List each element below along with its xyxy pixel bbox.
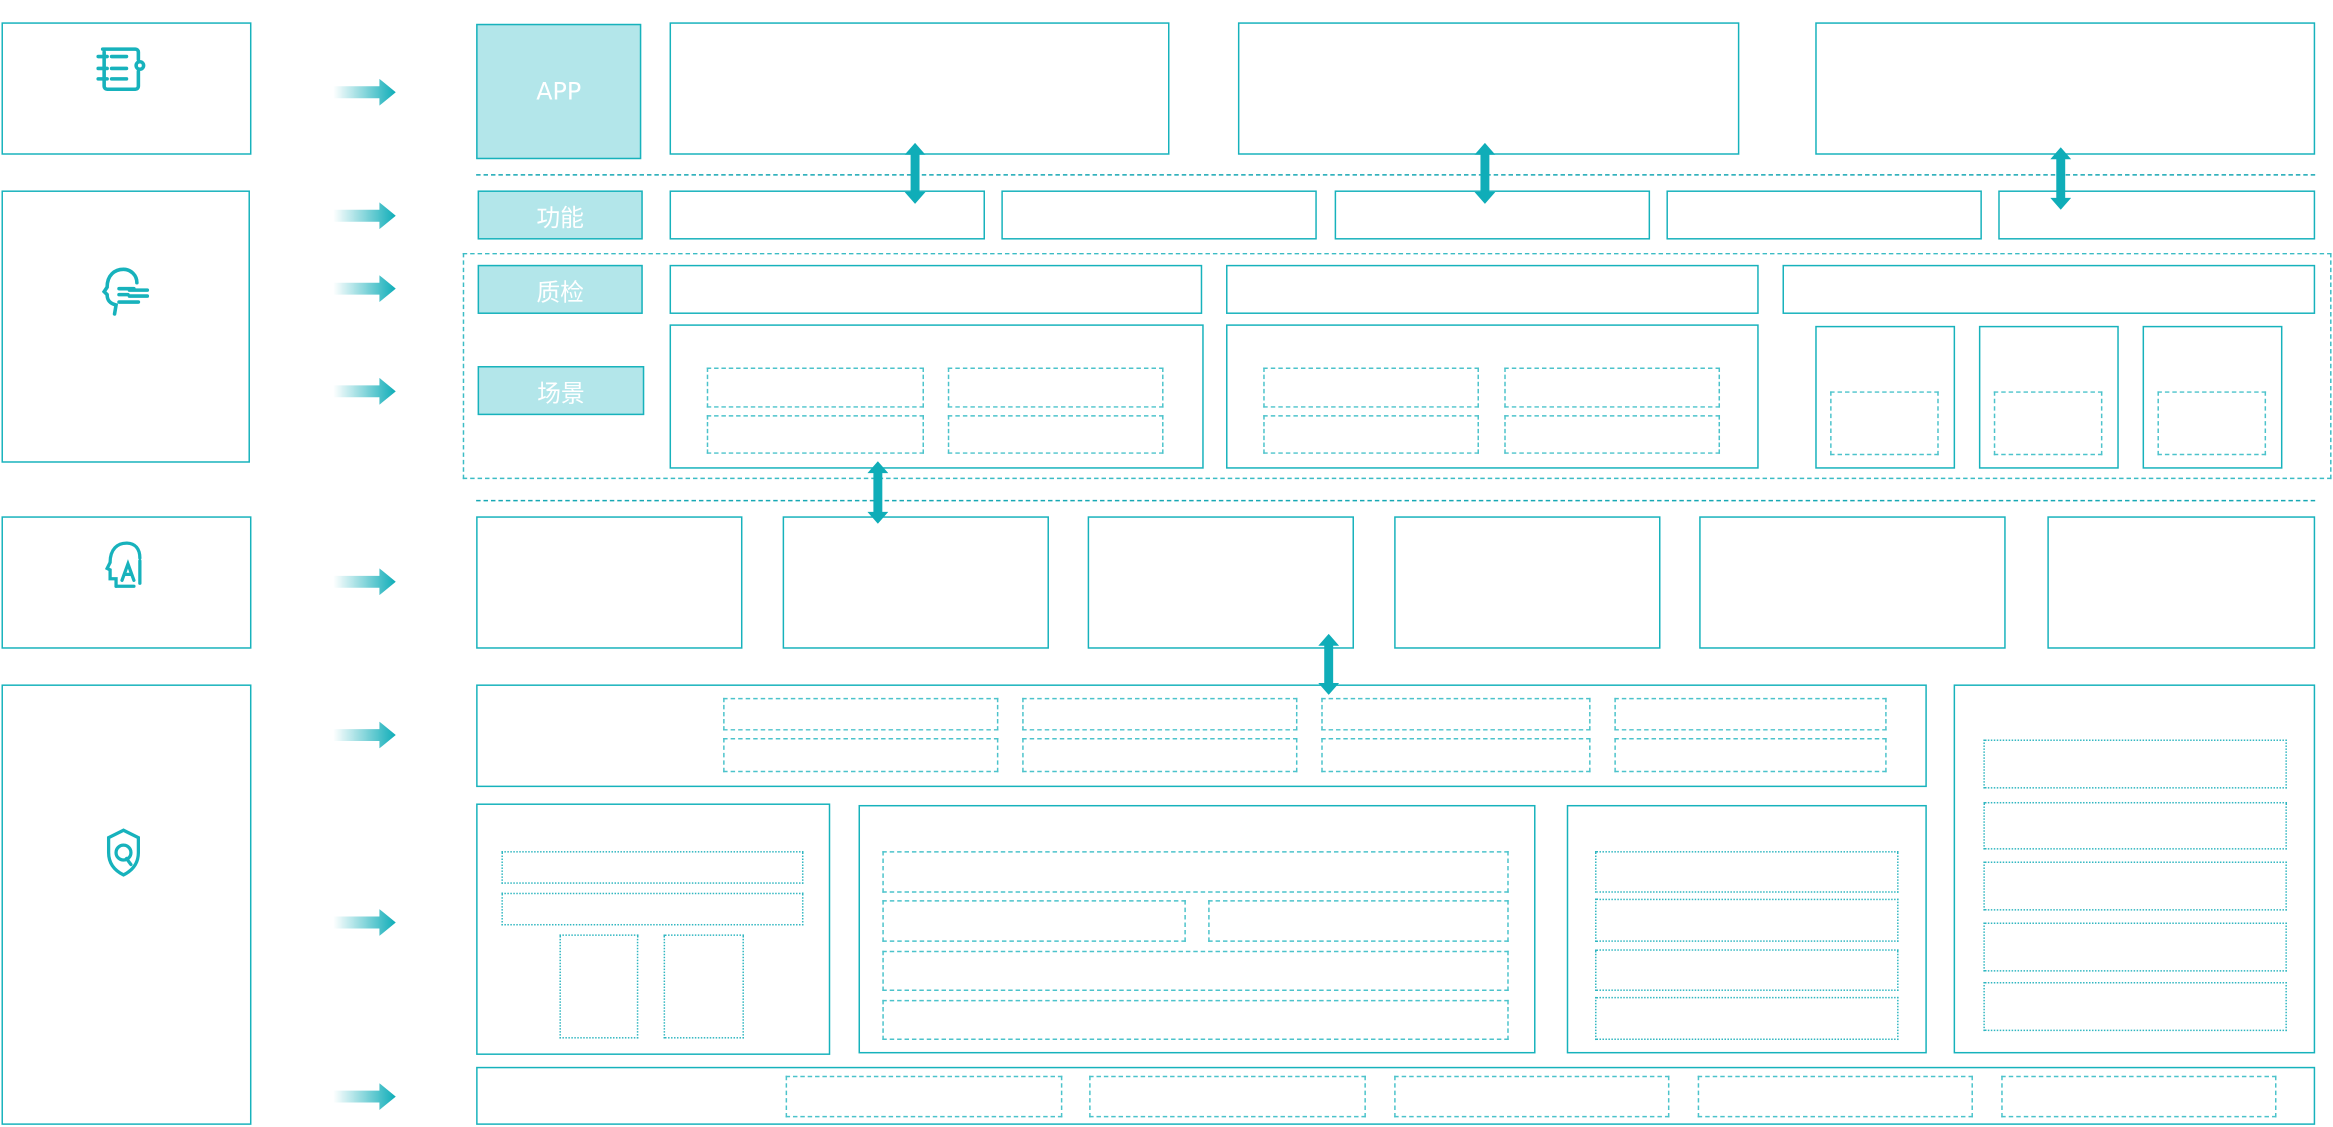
sub-module-box (882, 999, 1509, 1041)
bidirectional-arrow-icon (904, 142, 926, 204)
module-box (1566, 804, 1927, 1054)
category-box (1, 190, 250, 463)
layer-divider (476, 499, 2316, 502)
sub-module-box (1504, 415, 1721, 454)
sub-module-box (1983, 739, 2287, 789)
sub-module-box (1504, 367, 1721, 408)
module-box (1087, 516, 1354, 649)
module-box (1226, 324, 1759, 469)
module-box (476, 516, 743, 649)
sub-module-box (882, 950, 1509, 991)
flow-arrow-icon (333, 202, 396, 230)
sub-module-box (501, 851, 804, 884)
module-box (669, 190, 985, 240)
sub-module-box (1089, 1075, 1366, 1118)
flow-arrow-icon (333, 568, 396, 596)
sub-module-box (2001, 1075, 2277, 1118)
category-box (1, 684, 252, 1125)
sub-module-box (1983, 982, 2287, 1032)
sub-module-box (1983, 922, 2287, 972)
module-box (669, 264, 1203, 314)
flow-arrow-icon (333, 275, 396, 303)
module-box (782, 516, 1049, 649)
module-box (1815, 22, 2316, 155)
flow-arrow-icon (333, 909, 396, 936)
module-box (476, 803, 831, 1055)
label-function: 功能 (477, 190, 643, 240)
shield-q-icon (106, 828, 141, 877)
bidirectional-arrow-icon (1474, 142, 1496, 204)
sub-module-box (723, 737, 999, 773)
ai-head-icon (104, 541, 142, 588)
module-box (1782, 264, 2316, 314)
label-scene: 场景 (477, 366, 645, 416)
flow-arrow-icon (333, 377, 396, 405)
module-box (669, 324, 1204, 469)
sub-module-box (2157, 391, 2267, 456)
sub-module-box (1321, 737, 1591, 773)
module-box (2142, 325, 2283, 469)
sub-module-box (1321, 697, 1591, 731)
flow-arrow-icon (333, 78, 396, 106)
sub-module-box (1993, 391, 2103, 456)
sub-module-box (1595, 851, 1899, 893)
sub-module-box (706, 367, 924, 408)
sub-module-box (706, 415, 924, 454)
module-box (1666, 190, 1982, 240)
module-box (1978, 325, 2119, 469)
module-box (1953, 684, 2316, 1054)
sub-module-box (1830, 391, 1939, 456)
sub-module-box (785, 1075, 1063, 1118)
layer-divider (476, 174, 2316, 176)
bidirectional-arrow-icon (1318, 633, 1340, 695)
head-chat-icon (101, 267, 150, 316)
module-box (1998, 190, 2316, 240)
sub-module-box (1697, 1075, 1973, 1118)
module-box (476, 684, 1927, 788)
module-box (1699, 516, 2006, 649)
sub-module-box (1983, 861, 2287, 911)
sub-module-box (663, 934, 744, 1039)
flow-arrow-icon (333, 1083, 396, 1110)
sub-module-box (882, 851, 1509, 893)
label-app: APP (476, 23, 642, 160)
sub-module-box (1263, 415, 1479, 454)
scene-group-frame (462, 252, 2332, 480)
flow-arrow-icon (333, 721, 396, 749)
sub-module-box (1208, 900, 1509, 942)
label-quality: 质检 (477, 264, 643, 314)
module-box (669, 22, 1170, 155)
sub-module-box (1263, 367, 1479, 408)
bidirectional-arrow-icon (867, 461, 889, 524)
sub-module-box (559, 934, 639, 1039)
sub-module-box (947, 415, 1164, 454)
module-box (1001, 190, 1317, 240)
sub-module-box (1614, 697, 1887, 731)
module-box (1394, 516, 1661, 649)
module-box (2047, 516, 2316, 649)
sub-module-box (882, 900, 1186, 942)
bidirectional-arrow-icon (2050, 147, 2072, 210)
list-settings-icon (96, 47, 146, 92)
module-box (858, 804, 1536, 1054)
category-box (1, 516, 252, 649)
sub-module-box (947, 367, 1164, 408)
sub-module-box (1983, 801, 2287, 850)
sub-module-box (501, 892, 804, 926)
sub-module-box (1394, 1075, 1670, 1118)
module-box (1334, 190, 1651, 240)
sub-module-box (1595, 949, 1899, 991)
module-box (1815, 325, 1956, 469)
sub-module-box (1022, 697, 1298, 731)
module-box (1226, 264, 1759, 314)
module-box (1237, 22, 1740, 155)
sub-module-box (723, 697, 999, 731)
sub-module-box (1595, 898, 1899, 942)
sub-module-box (1614, 737, 1887, 773)
sub-module-box (1022, 737, 1298, 773)
sub-module-box (1595, 996, 1899, 1041)
